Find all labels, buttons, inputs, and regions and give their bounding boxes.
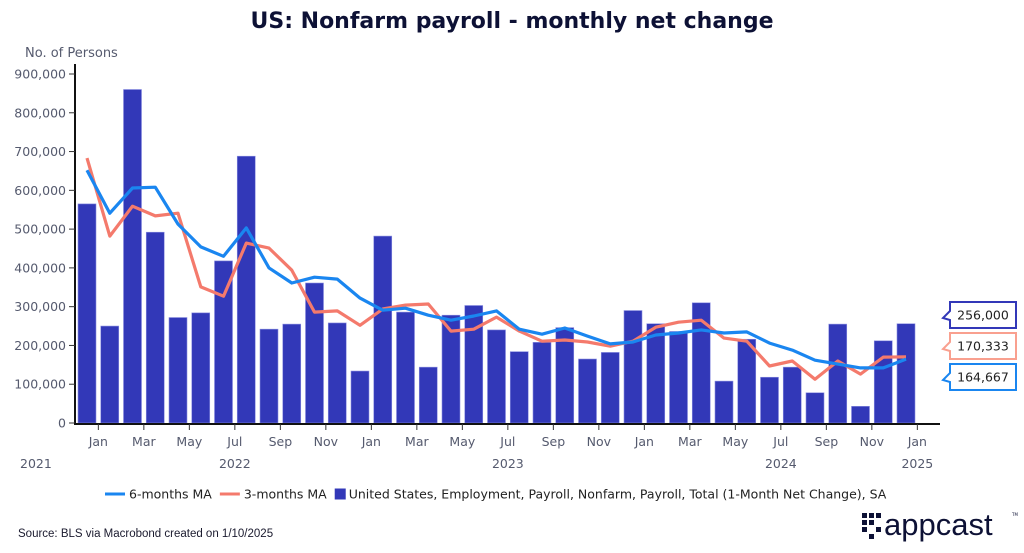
y-tick-label: 100,000 — [14, 377, 66, 392]
x-tick-label: Nov — [860, 434, 885, 449]
legend: 6-months MA 3-months MA United States, Emp… — [105, 487, 887, 502]
bar — [782, 366, 802, 424]
x-tick-label: May — [722, 434, 748, 449]
x-year-label: 2025 — [901, 456, 933, 471]
bar — [464, 305, 484, 424]
line-series — [85, 157, 907, 381]
bar-series — [77, 89, 916, 424]
chart-title: US: Nonfarm payroll - monthly net change — [250, 9, 773, 34]
x-tick-label: Mar — [132, 434, 156, 449]
bar — [896, 323, 916, 424]
value-callout-label: 164,667 — [957, 370, 1009, 385]
x-tick-label: Sep — [815, 434, 839, 449]
bar — [236, 155, 256, 424]
bar — [600, 352, 620, 424]
value-callout-box — [941, 301, 1017, 329]
x-tick-label: Nov — [314, 434, 339, 449]
bar — [396, 311, 415, 424]
x-year-label: 2023 — [492, 456, 524, 471]
bar — [350, 370, 370, 424]
x-tick-label: Sep — [269, 434, 293, 449]
y-tick-label: 0 — [58, 416, 66, 431]
logo-wordmark: appcast — [884, 507, 993, 542]
value-callout-box — [941, 363, 1017, 391]
source-note: Source: BLS via Macrobond created on 1/1… — [18, 528, 273, 540]
bar — [123, 89, 142, 424]
x-axis: Jan Mar May Jul Sep Nov Jan Mar May Jul Sep Nov Jan M… — [20, 423, 940, 471]
bar — [282, 323, 302, 424]
bar — [373, 235, 393, 424]
x-tick-label: Sep — [542, 434, 566, 449]
x-tick-label: May — [449, 434, 475, 449]
x-year-label: 2024 — [765, 456, 797, 471]
bar — [305, 282, 324, 424]
legend-label: 6-months MA — [129, 487, 212, 502]
bar — [327, 322, 347, 424]
bar — [191, 312, 211, 424]
y-tick-label: 900,000 — [14, 67, 66, 82]
bar — [669, 331, 688, 424]
bar — [805, 392, 825, 424]
bar — [828, 323, 848, 424]
value-callout-box — [941, 332, 1017, 360]
appcast-logo: appcast TM — [862, 507, 1018, 542]
bar — [168, 317, 188, 424]
x-tick-label: Jul — [772, 434, 788, 449]
value-callouts: 256,000 170,333 164,667 — [941, 301, 1017, 391]
x-year-label: 2021 — [20, 456, 52, 471]
x-tick-label: Jan — [907, 434, 927, 449]
legend-label: United States, Employment, Payroll, Nonf… — [349, 487, 887, 502]
bar — [714, 380, 734, 424]
bar — [259, 328, 279, 424]
x-tick-label: Jan — [634, 434, 654, 449]
y-tick-label: 200,000 — [14, 338, 66, 353]
bar — [578, 358, 597, 424]
x-tick-label: Mar — [678, 434, 702, 449]
bar — [77, 203, 97, 424]
logo-mark-icon — [862, 513, 881, 539]
x-year-label: 2022 — [219, 456, 251, 471]
logo-trademark: TM — [1011, 512, 1018, 517]
x-tick-label: Jan — [361, 434, 381, 449]
x-tick-label: Jul — [499, 434, 515, 449]
line-6-months-ma — [85, 169, 907, 370]
bar — [532, 342, 552, 424]
y-tick-label: 800,000 — [14, 105, 66, 120]
bar — [145, 231, 165, 424]
x-tick-label: May — [176, 434, 202, 449]
x-tick-label: Nov — [587, 434, 612, 449]
legend-swatch-nonfarm-payroll — [334, 488, 346, 500]
x-tick-label: Jan — [88, 434, 108, 449]
bar — [623, 310, 643, 424]
x-tick-label: Mar — [405, 434, 429, 449]
value-callout-label: 256,000 — [957, 308, 1009, 323]
bar — [509, 351, 529, 424]
line-3-months-ma — [85, 157, 907, 381]
y-tick-label: 700,000 — [14, 144, 66, 159]
y-tick-label: 500,000 — [14, 222, 66, 237]
legend-label: 3-months MA — [244, 487, 327, 502]
bar — [418, 366, 438, 424]
bar — [100, 325, 120, 424]
y-tick-label: 600,000 — [14, 183, 66, 198]
y-tick-label: 300,000 — [14, 299, 66, 314]
bar — [760, 376, 779, 424]
y-tick-label: 400,000 — [14, 260, 66, 275]
bar — [487, 329, 506, 424]
x-tick-label: Jul — [226, 434, 242, 449]
bar — [737, 338, 757, 424]
y-axis: 0 100,000 200,000 300,000 400,000 500,000 600,… — [14, 64, 76, 431]
y-axis-label: No. of Persons — [25, 46, 118, 61]
bar — [851, 406, 870, 424]
value-callout-label: 170,333 — [957, 339, 1009, 354]
bar — [873, 340, 893, 424]
